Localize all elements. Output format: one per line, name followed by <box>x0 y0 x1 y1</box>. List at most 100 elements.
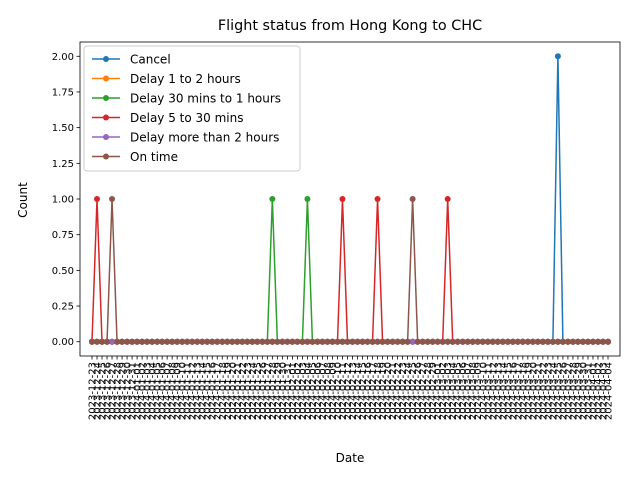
x-tick-label: 2024-01-19 <box>223 362 234 420</box>
data-point <box>484 338 491 345</box>
data-point <box>539 338 546 345</box>
x-tick-label: 2024-02-17 <box>368 362 379 420</box>
data-point <box>524 338 531 345</box>
x-tick-label: 2024-03-31 <box>583 362 594 420</box>
chart-marks <box>89 53 611 345</box>
data-point <box>584 338 591 345</box>
legend-item: Cancel <box>92 53 171 67</box>
data-point <box>419 338 426 345</box>
x-tick-label: 2024-02-04 <box>303 362 314 420</box>
legend-swatch-marker <box>103 75 109 82</box>
x-tick-label: 2024-02-24 <box>403 362 414 420</box>
data-point <box>104 338 111 345</box>
data-point <box>384 338 391 345</box>
legend-item: Delay more than 2 hours <box>92 131 279 145</box>
x-tick-label: 2024-02-11 <box>338 362 349 420</box>
x-tick-label: 2024-03-16 <box>508 362 519 420</box>
data-point <box>149 338 156 345</box>
data-point <box>459 338 466 345</box>
legend-label: Delay 1 to 2 hours <box>130 72 241 86</box>
data-point <box>219 338 226 345</box>
x-tick-label: 2024-02-27 <box>418 362 429 420</box>
x-tick-label: 2024-02-25 <box>408 362 419 420</box>
data-point <box>119 338 126 345</box>
y-tick-label: 0.75 <box>52 230 74 241</box>
x-tick-label: 2024-01-11 <box>183 362 194 420</box>
x-tick-label: 2024-02-28 <box>423 362 434 420</box>
data-point <box>139 338 146 345</box>
data-point <box>199 338 206 345</box>
x-tick-label: 2024-03-10 <box>478 362 489 420</box>
data-point <box>279 338 286 345</box>
series-line <box>91 198 608 343</box>
x-tick-label: 2024-02-29 <box>428 362 439 420</box>
x-tick-label: 2024-01-28 <box>268 362 279 420</box>
x-tick-label: 2023-12-24 <box>93 362 104 420</box>
data-point <box>99 338 106 345</box>
legend-swatch-marker <box>103 56 109 62</box>
data-point <box>249 338 256 345</box>
x-tick-label: 2024-03-27 <box>563 362 574 420</box>
data-point <box>164 338 171 345</box>
x-tick-label: 2024-01-08 <box>168 362 179 420</box>
x-tick-label: 2024-01-16 <box>208 362 219 420</box>
data-point <box>409 196 416 202</box>
data-point <box>359 338 366 345</box>
x-tick-label: 2024-02-03 <box>298 362 309 420</box>
data-point <box>114 338 121 345</box>
series-delay-5-to-30-mins <box>89 196 611 345</box>
x-tick-label: 2024-01-03 <box>143 362 154 420</box>
x-tick-label: 2023-12-23 <box>88 362 99 420</box>
x-tick-label: 2024-03-06 <box>458 362 469 420</box>
x-tick-label: 2024-01-21 <box>233 362 244 420</box>
x-tick-label: 2024-02-07 <box>318 362 329 420</box>
x-tick-label: 2024-02-05 <box>308 362 319 420</box>
data-point <box>369 338 376 345</box>
data-point <box>514 338 521 345</box>
x-tick-label: 2024-01-27 <box>263 362 274 420</box>
data-point <box>329 338 336 345</box>
data-point <box>554 53 561 60</box>
x-tick-label: 2024-01-14 <box>198 362 209 420</box>
x-tick-label: 2024-03-18 <box>518 362 529 420</box>
x-tick-label: 2023-12-26 <box>103 362 114 420</box>
x-tick-label: 2024-03-13 <box>493 362 504 420</box>
legend-label: Delay 5 to 30 mins <box>130 111 244 125</box>
data-point <box>339 196 346 202</box>
x-tick-label: 2024-02-12 <box>343 362 354 420</box>
x-tick-label: 2024-01-01 <box>133 362 144 420</box>
x-tick-label: 2024-03-24 <box>548 362 559 420</box>
data-point <box>454 338 461 345</box>
x-tick-label: 2024-02-13 <box>348 362 359 420</box>
x-tick-label: 2024-03-15 <box>503 362 514 420</box>
data-point <box>154 338 161 345</box>
data-point <box>464 338 471 345</box>
data-point <box>394 338 401 345</box>
data-point <box>389 338 396 345</box>
legend-label: Delay more than 2 hours <box>130 131 279 145</box>
y-tick-label: 1.25 <box>52 159 74 170</box>
x-tick-label: 2024-03-22 <box>538 362 549 420</box>
data-point <box>94 338 101 345</box>
y-axis: 0.00 0.25 0.50 0.75 1.00 1.25 1.50 1.75 2.00 <box>52 52 80 348</box>
data-point <box>169 338 176 345</box>
data-point <box>294 338 301 345</box>
x-tick-label: 2024-03-01 <box>433 362 444 420</box>
x-tick-label: 2024-02-02 <box>293 362 304 420</box>
data-point <box>194 338 201 345</box>
x-tick-label: 2024-03-03 <box>443 362 454 420</box>
x-tick-label: 2024-02-19 <box>378 362 389 420</box>
x-tick-label: 2024-03-26 <box>558 362 569 420</box>
series-delay-30-mins-to-1-hours <box>89 196 611 345</box>
data-point <box>324 338 331 345</box>
data-point <box>224 338 231 345</box>
data-point <box>144 338 151 345</box>
x-tick-label: 2024-03-14 <box>498 362 509 420</box>
x-tick-label: 2023-12-28 <box>113 362 124 420</box>
x-tick-label: 2024-01-07 <box>163 362 174 420</box>
data-point <box>434 338 441 345</box>
legend-item: Delay 1 to 2 hours <box>92 72 241 86</box>
data-point <box>574 338 581 345</box>
series-line <box>92 198 608 343</box>
